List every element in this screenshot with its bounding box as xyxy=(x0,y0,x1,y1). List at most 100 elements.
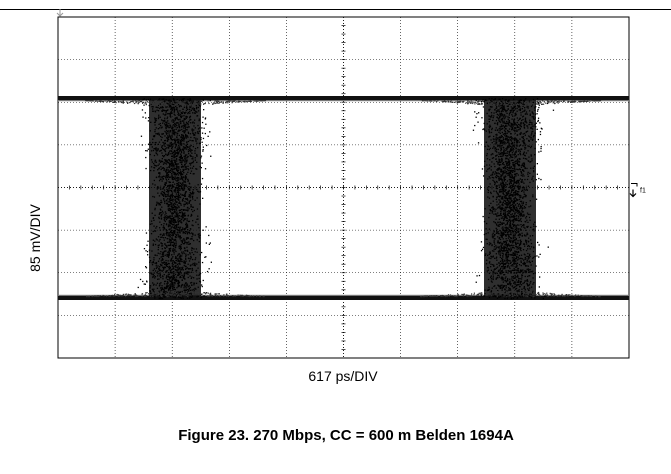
eye-sample-dot xyxy=(180,243,182,246)
eye-sample-dot xyxy=(173,166,175,168)
eye-sample-dot xyxy=(483,165,486,167)
eye-sample-dot xyxy=(531,178,533,181)
eye-sample-dot xyxy=(511,124,513,127)
eye-sample-dot xyxy=(167,147,170,149)
eye-sample-dot xyxy=(158,98,160,100)
eye-sample-dot xyxy=(155,149,157,151)
eye-sample-dot xyxy=(495,267,498,269)
eye-sample-dot xyxy=(156,201,158,203)
eye-sample-dot xyxy=(503,138,505,141)
eye-sample-dot xyxy=(488,98,490,100)
eye-rail-flare-dot xyxy=(248,100,250,102)
eye-sample-dot xyxy=(164,142,166,144)
eye-sample-dot xyxy=(180,144,183,146)
eye-sample-dot xyxy=(508,195,510,197)
eye-sample-dot xyxy=(195,221,197,223)
eye-sample-dot xyxy=(182,165,184,167)
eye-sample-dot xyxy=(489,212,491,214)
eye-sample-dot xyxy=(173,205,176,208)
eye-sample-dot xyxy=(171,202,173,204)
eye-sample-dot xyxy=(187,231,189,233)
eye-sample-dot xyxy=(494,147,497,149)
eye-sample-dot xyxy=(159,282,161,285)
eye-sample-dot xyxy=(194,159,196,161)
eye-rail-flare-dot xyxy=(86,296,88,298)
eye-sample-dot xyxy=(190,255,192,258)
eye-rail-flare-dot xyxy=(122,294,125,296)
eye-rail-flare-dot xyxy=(162,102,164,104)
eye-sample-dot xyxy=(508,212,510,214)
eye-sample-dot xyxy=(185,285,187,288)
eye-sample-dot xyxy=(532,196,534,198)
eye-sample-dot xyxy=(499,98,501,100)
eye-sample-dot xyxy=(177,285,179,288)
eye-sample-dot xyxy=(169,165,171,167)
eye-sample-dot xyxy=(164,123,166,125)
eye-sample-dot xyxy=(503,197,506,199)
eye-sample-dot xyxy=(174,138,176,140)
eye-rail-flare-dot xyxy=(85,100,87,102)
eye-sample-dot xyxy=(517,161,519,163)
eye-sample-dot xyxy=(159,229,161,231)
eye-sample-dot xyxy=(180,157,182,160)
eye-rail-flare-dot xyxy=(228,100,230,102)
eye-sample-dot xyxy=(177,119,180,121)
eye-sample-dot xyxy=(176,224,178,226)
eye-rail-flare-dot xyxy=(171,293,173,295)
eye-sample-dot xyxy=(198,104,200,107)
eye-sample-dot xyxy=(163,233,165,235)
eye-sample-dot xyxy=(187,140,190,143)
eye-sample-dot xyxy=(164,237,167,239)
eye-sample-dot xyxy=(179,273,181,275)
eye-sample-dot xyxy=(484,160,486,162)
eye-sample-dot xyxy=(184,185,186,188)
eye-sample-dot xyxy=(173,243,175,245)
eye-sample-dot xyxy=(547,246,549,248)
eye-sample-dot xyxy=(158,114,160,116)
eye-sample-dot xyxy=(515,147,517,150)
eye-sample-dot xyxy=(488,257,490,259)
eye-sample-dot xyxy=(511,215,513,218)
eye-sample-dot xyxy=(502,233,504,235)
eye-sample-dot xyxy=(197,286,199,288)
eye-sample-dot xyxy=(162,148,165,151)
eye-rail-flare-dot xyxy=(262,295,264,298)
eye-sample-dot xyxy=(509,222,512,225)
eye-sample-dot xyxy=(504,184,506,186)
eye-sample-dot xyxy=(516,262,518,265)
eye-rail-flare-dot xyxy=(173,295,175,297)
eye-sample-dot xyxy=(164,200,166,203)
eye-sample-dot xyxy=(193,122,195,124)
eye-sample-dot xyxy=(514,253,516,256)
eye-sample-dot xyxy=(168,289,170,291)
eye-sample-dot xyxy=(172,220,174,222)
eye-sample-dot xyxy=(519,219,521,221)
eye-sample-dot xyxy=(176,118,179,120)
eye-sample-dot xyxy=(503,142,505,145)
eye-sample-dot xyxy=(161,107,163,109)
eye-sample-dot xyxy=(512,143,514,145)
eye-sample-dot xyxy=(503,245,505,247)
eye-sample-dot xyxy=(171,223,173,225)
eye-sample-dot xyxy=(187,179,189,181)
eye-rail-flare-dot xyxy=(166,103,168,105)
eye-sample-dot xyxy=(187,291,189,293)
eye-sample-dot xyxy=(514,234,516,236)
eye-sample-dot xyxy=(166,263,169,265)
eye-rail-flare-dot xyxy=(138,102,140,104)
eye-sample-dot xyxy=(510,209,513,211)
eye-sample-dot xyxy=(186,135,188,137)
eye-sample-dot xyxy=(155,150,158,152)
eye-sample-dot xyxy=(483,100,485,103)
eye-sample-dot xyxy=(181,194,184,196)
eye-sample-dot xyxy=(517,185,520,187)
eye-sample-dot xyxy=(179,217,181,220)
eye-sample-dot xyxy=(183,129,185,132)
eye-sample-dot xyxy=(502,213,505,215)
eye-sample-dot xyxy=(170,195,172,197)
eye-sample-dot xyxy=(148,256,151,258)
eye-sample-dot xyxy=(178,271,180,273)
eye-sample-dot xyxy=(186,146,189,148)
eye-sample-dot xyxy=(191,276,193,278)
eye-sample-dot xyxy=(162,291,165,293)
